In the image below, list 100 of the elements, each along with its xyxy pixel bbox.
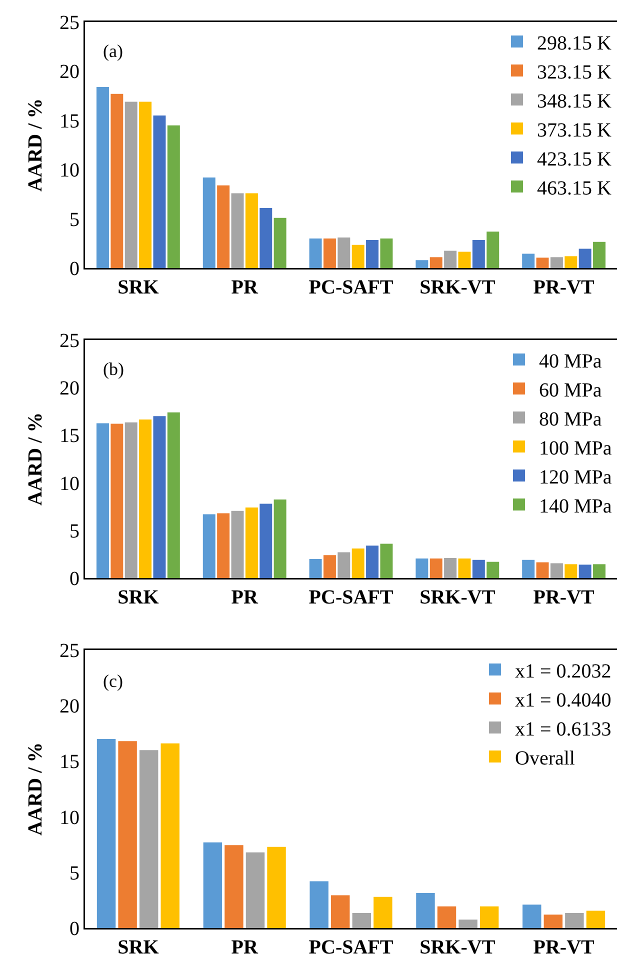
bar (458, 252, 471, 268)
x-tick-label: PC-SAFT (308, 936, 394, 958)
bar (246, 852, 265, 928)
legend-label: x1 = 0.6133 (515, 718, 612, 740)
bar (274, 499, 286, 578)
bar (352, 548, 364, 578)
bar (267, 846, 286, 928)
bar (110, 424, 124, 578)
bar (366, 240, 379, 268)
x-tick-label: SRK (118, 586, 160, 608)
bar (202, 514, 216, 578)
bar (472, 240, 485, 268)
legend-label: 40 MPa (539, 350, 602, 372)
x-tick-label: PC-SAFT (308, 276, 394, 298)
bar (96, 738, 116, 928)
bar (550, 563, 563, 578)
bar (352, 912, 371, 928)
bar (564, 564, 578, 578)
bar (124, 102, 138, 268)
legend-label: Overall (515, 747, 576, 770)
y-tick-label: 20 (60, 378, 80, 400)
bar (245, 508, 258, 578)
y-tick-label: 5 (70, 520, 80, 542)
bar (565, 912, 584, 928)
legend-label: 140 MPa (539, 495, 612, 518)
bar (480, 906, 499, 928)
bar (586, 910, 606, 928)
bar (486, 232, 500, 268)
legend-label: 348.15 K (537, 90, 612, 112)
x-tick-label: PR-VT (533, 586, 596, 608)
bar (380, 238, 393, 268)
bar (338, 552, 350, 578)
bar (374, 896, 392, 928)
y-tick-label: 25 (60, 330, 80, 352)
bar (153, 416, 166, 578)
x-tick-label: SRK (118, 936, 160, 958)
y-tick-label: 10 (60, 806, 80, 829)
bar (96, 423, 109, 578)
bar (96, 86, 109, 268)
bar (231, 193, 244, 268)
y-tick-label: 20 (60, 61, 80, 84)
y-tick-label: 5 (70, 208, 80, 231)
legend-label: 463.15 K (537, 177, 612, 200)
bar (203, 842, 222, 928)
annotation: (c) (103, 671, 123, 691)
bar (522, 254, 535, 268)
bar (323, 238, 336, 268)
bar (444, 250, 457, 268)
bar (217, 513, 230, 578)
bar (366, 546, 379, 578)
bar (544, 914, 563, 928)
legend-label: x1 = 0.4040 (515, 689, 612, 712)
bar (536, 258, 549, 268)
x-tick-label: PC-SAFT (308, 586, 394, 608)
bar (224, 845, 244, 928)
bar (522, 904, 542, 928)
bar (202, 177, 216, 268)
bar (380, 544, 393, 578)
bar (338, 238, 350, 268)
x-tick-label: PR-VT (533, 936, 596, 958)
y-tick-label: 25 (60, 640, 80, 662)
legend-label: 100 MPa (539, 437, 612, 460)
bar (153, 115, 166, 268)
bar (578, 248, 592, 268)
bar (437, 906, 456, 928)
legend-label: 298.15 K (537, 32, 612, 54)
legend-label: 80 MPa (539, 408, 602, 430)
y-tick-label: 5 (70, 862, 80, 884)
bar (416, 260, 428, 268)
bar (536, 562, 549, 578)
legend-label: x1 = 0.2032 (515, 660, 612, 682)
y-tick-label: 15 (60, 751, 80, 774)
x-tick-label: SRK-VT (420, 586, 496, 608)
bar (472, 560, 485, 578)
bar (231, 510, 244, 578)
bar (110, 94, 124, 268)
legend-label: 60 MPa (539, 379, 602, 402)
bar (260, 208, 272, 268)
bar (167, 412, 180, 578)
bar (309, 558, 322, 578)
bar (167, 125, 180, 268)
legend-label: 323.15 K (537, 61, 612, 84)
bar (274, 218, 286, 268)
y-tick-label: 25 (60, 12, 80, 34)
x-tick-label: PR (231, 936, 258, 958)
bar (550, 257, 563, 268)
y-axis-title: AARD / % (24, 98, 46, 192)
bar (416, 558, 428, 578)
y-axis-title: AARD / % (24, 412, 46, 506)
y-tick-label: 0 (70, 918, 80, 940)
bar (217, 185, 230, 268)
x-tick-label: SRK-VT (420, 276, 496, 298)
bar (593, 564, 606, 578)
bar (458, 920, 478, 928)
y-tick-label: 0 (70, 258, 80, 280)
y-tick-label: 15 (60, 425, 80, 448)
annotation: (a) (103, 41, 123, 61)
bar (139, 750, 158, 928)
legend-label: 373.15 K (537, 119, 612, 142)
y-tick-label: 10 (60, 472, 80, 495)
